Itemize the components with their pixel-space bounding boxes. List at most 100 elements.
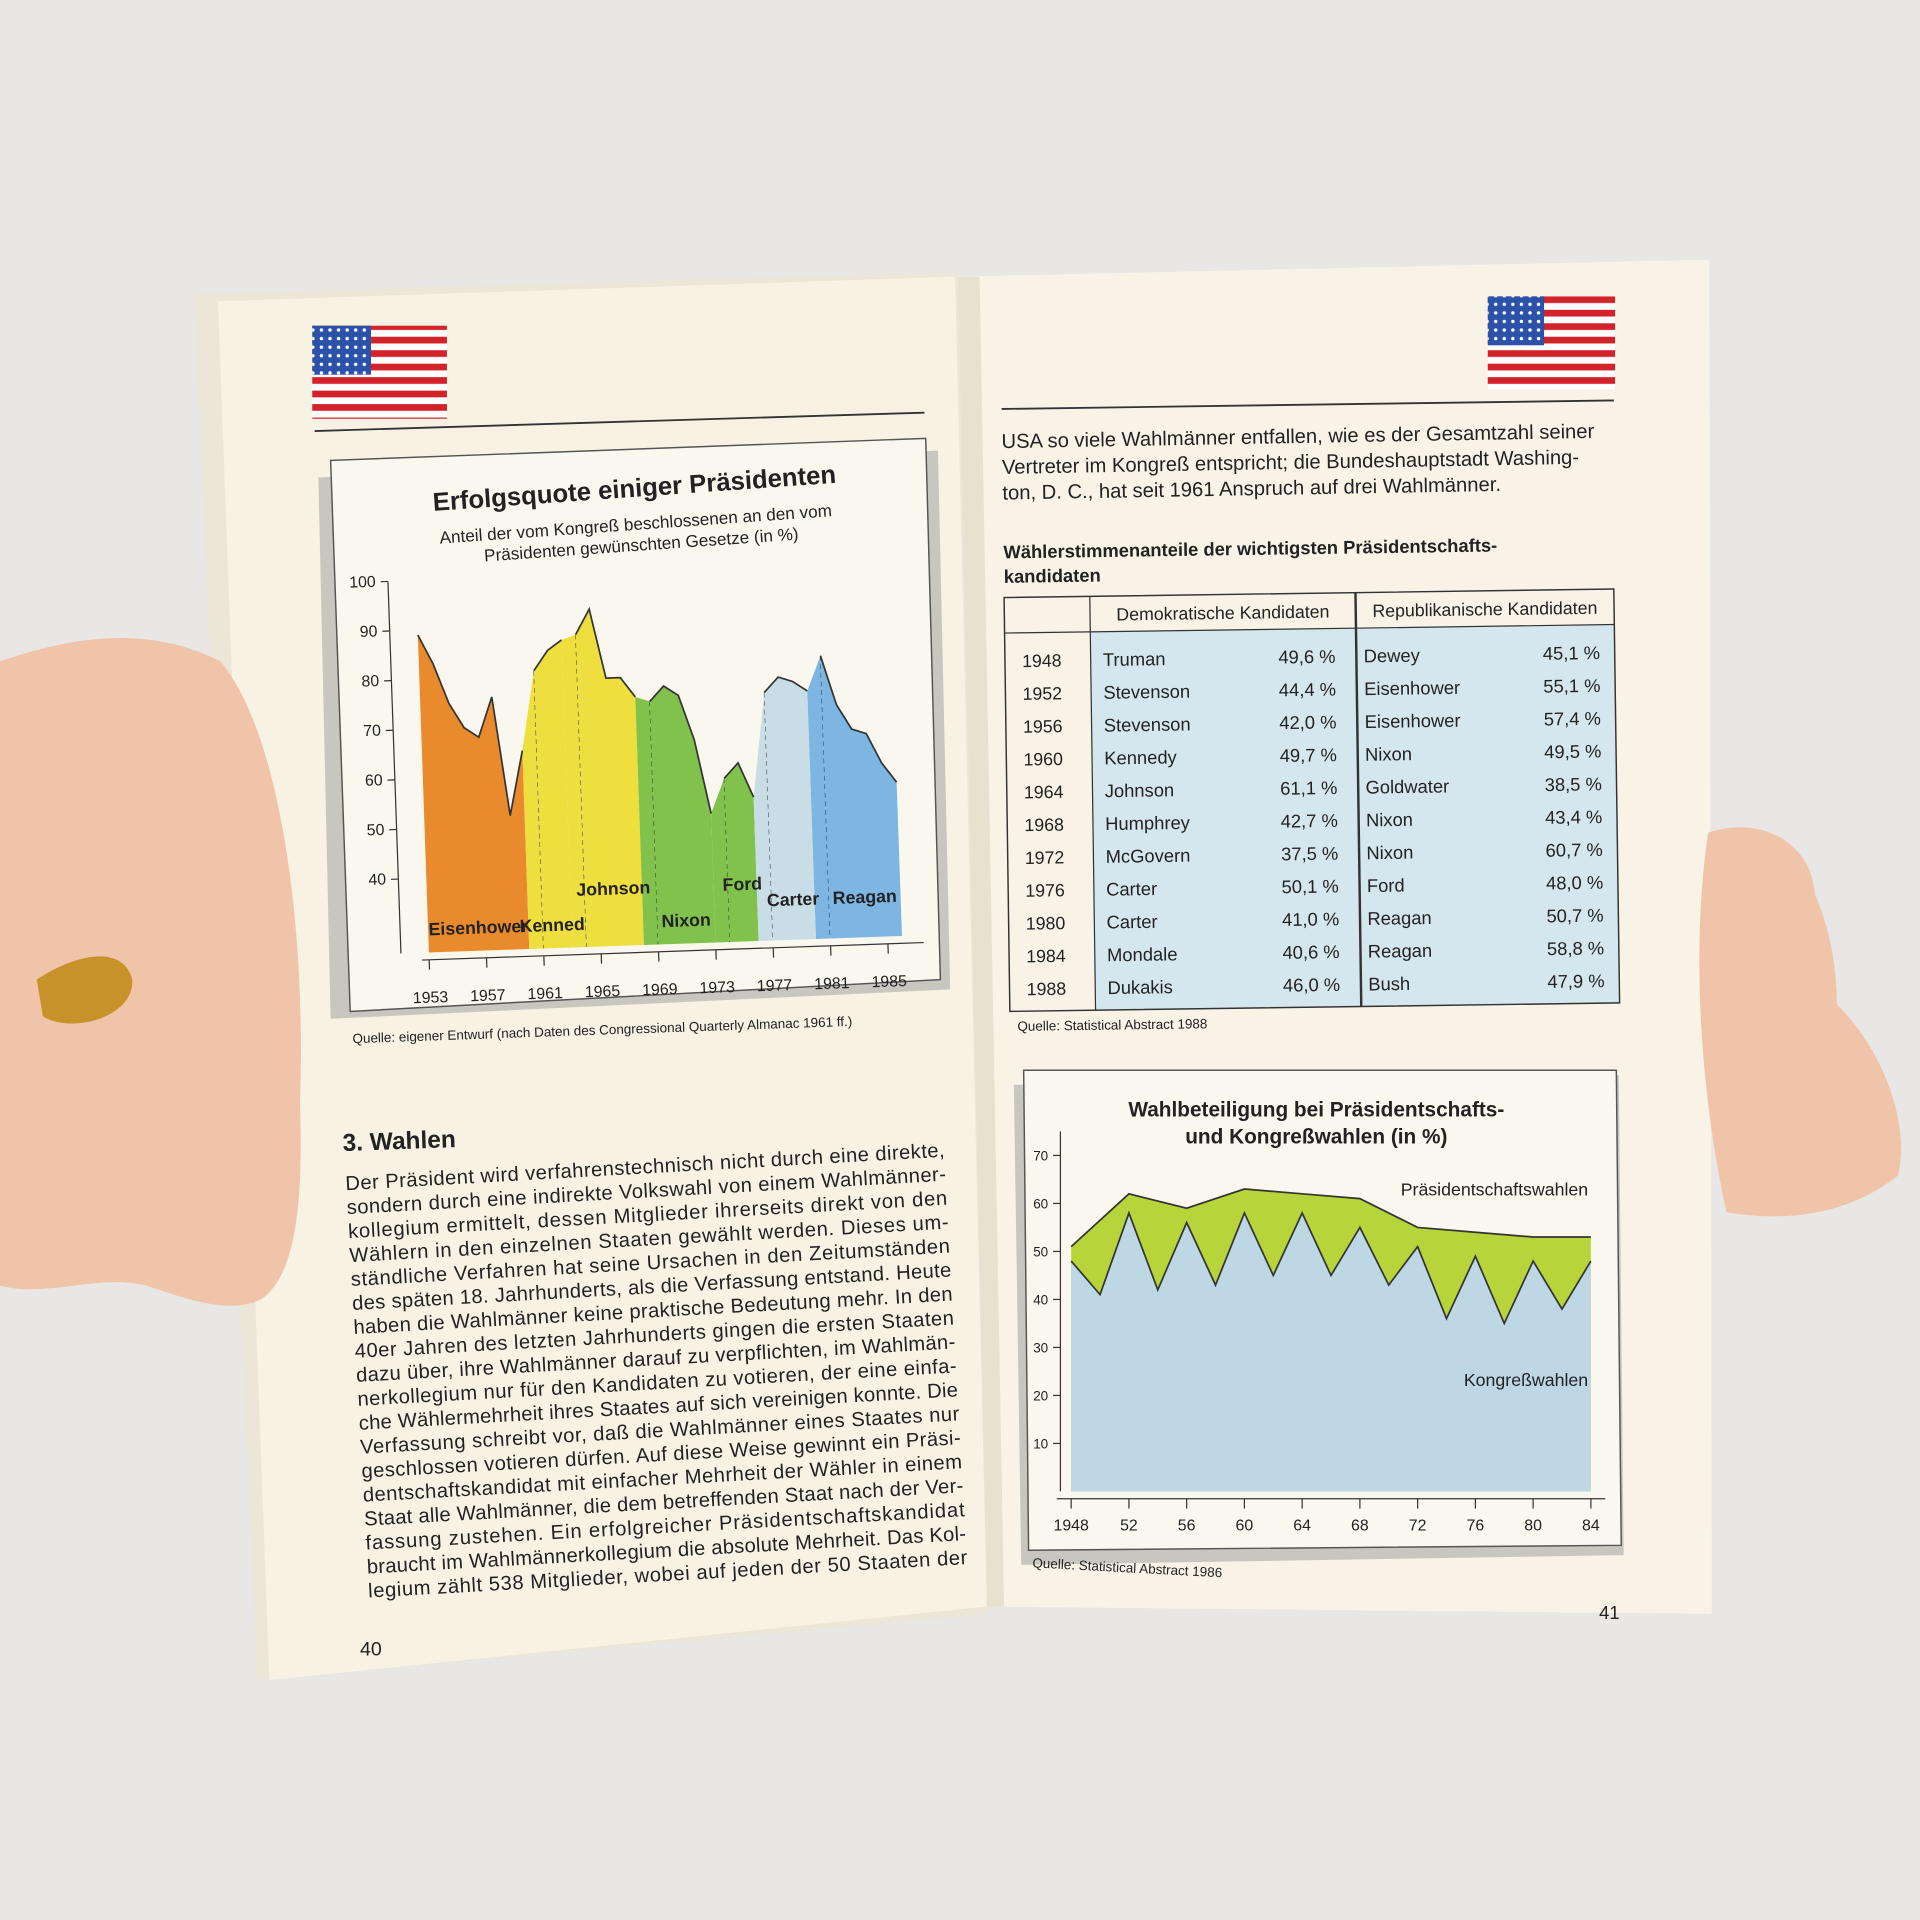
x-tick-label: 84 [1582,1518,1600,1535]
area-connector [561,634,587,948]
table-year: 1960 [1023,749,1063,770]
series-label: Präsidentschaftswahlen [1401,1179,1588,1199]
table-cell: 60,7 % [1545,839,1602,861]
x-tick-label: 1969 [642,981,678,999]
table-year: 1952 [1022,683,1062,704]
x-tick-label: 56 [1178,1518,1196,1535]
area-fill [820,655,902,939]
table-border [1003,588,1621,1013]
x-tick-label: 1965 [585,983,621,1001]
x-tick-label: 1961 [527,985,563,1003]
table-cell: 42,7 % [1281,810,1338,832]
table-year: 1972 [1025,847,1065,868]
table-cell: 40,6 % [1282,941,1339,963]
area-fill [533,639,573,949]
table-cell: 38,5 % [1545,773,1602,795]
table-cell: 57,4 % [1544,708,1601,730]
area-connector [711,778,730,943]
table-source: Quelle: Statistical Abstract 1988 [1017,1016,1207,1034]
y-tick-label: 80 [361,673,379,691]
table-cell: 44,4 % [1279,679,1336,701]
table-cell: 50,1 % [1281,875,1338,897]
table-cell: Nixon [1366,809,1413,831]
section-title: 3. Wahlen [342,1126,456,1157]
table-cell: Johnson [1105,779,1175,801]
y-tick-label: 30 [1033,1340,1048,1355]
table-rule [1089,596,1097,1011]
table-year: 1976 [1025,880,1065,901]
x-tick-label: 76 [1467,1518,1485,1535]
area-fill [649,686,716,945]
ring [36,956,133,1024]
table-year: 1968 [1024,815,1064,836]
series-line [1070,1188,1591,1248]
x-axis [421,941,924,961]
series-line [723,761,755,798]
y-tick-label: 90 [359,623,377,641]
y-tick-label: 20 [1033,1388,1048,1403]
series-line [417,634,524,816]
table-cell: Dukakis [1107,976,1173,998]
table-cell: 47,9 % [1547,970,1604,992]
table-cell: 48,0 % [1546,872,1603,894]
table-cell: Mondale [1107,943,1178,965]
area-connector [522,670,544,949]
series-label: Carter [767,889,820,911]
flag-right [1487,296,1616,390]
table-cell: 49,6 % [1278,646,1335,668]
y-tick-label: 70 [1033,1148,1048,1163]
x-tick-label: 1957 [470,987,506,1005]
table-year: 1980 [1026,913,1066,934]
series-label: Ford [722,873,762,894]
chart-title: Wahlbeteiligung bei Präsidentschafts- [1128,1099,1504,1122]
table-cell: Goldwater [1365,775,1449,797]
table-cell: 49,7 % [1280,744,1337,766]
area-fill [724,762,759,942]
area-connector [635,696,659,945]
table-title: kandidaten [1004,565,1101,587]
table-cell: 41,0 % [1282,908,1339,930]
table-cell: Dewey [1364,645,1421,667]
x-tick-label: 52 [1120,1518,1138,1535]
table-cell: Bush [1368,973,1410,995]
x-tick-label: 72 [1409,1518,1427,1535]
table-cell: Kennedy [1104,746,1178,768]
gutter [957,276,1005,1607]
area-fill [417,635,530,953]
table-year: 1984 [1026,946,1066,967]
series-line [819,655,898,783]
series-line [533,639,563,672]
table-cell: McGovern [1106,845,1191,867]
area-fill [575,609,644,947]
series-boundary [649,701,659,945]
table-cell: Truman [1103,648,1166,670]
table-year: 1956 [1023,716,1063,737]
table-rule [1004,623,1615,634]
x-tick-label: 1985 [871,973,907,991]
table-cell: 42,0 % [1279,711,1336,733]
flag-left [312,325,447,419]
paragraph: Der Präsident wird verfahrenstechnisch n… [345,1140,968,1603]
table-cell: 49,5 % [1544,740,1601,762]
series-label: Kennedy [519,914,595,937]
table-cell: Carter [1106,878,1157,900]
y-tick-label: 60 [1033,1196,1048,1211]
y-tick-label: 50 [366,822,384,840]
y-tick-label: 50 [1033,1244,1048,1259]
table-cell: Reagan [1368,940,1433,962]
y-axis [387,581,402,954]
table-cell: Stevenson [1103,681,1190,703]
table-cell: Carter [1106,911,1157,933]
y-tick-label: 40 [368,871,386,889]
table-cell: Eisenhower [1364,710,1460,732]
table-cell: Eisenhower [1364,677,1460,699]
table-year: 1964 [1024,782,1064,803]
table-header: Republikanische Kandidaten [1372,598,1597,621]
table-cell: Humphrey [1105,812,1191,834]
table-cell: 43,4 % [1545,806,1602,828]
series-line [763,676,808,694]
series-label: Johnson [576,877,651,900]
series-line [574,606,636,698]
table: Wählerstimmenanteile der wichtigsten Prä… [1003,534,1621,1034]
